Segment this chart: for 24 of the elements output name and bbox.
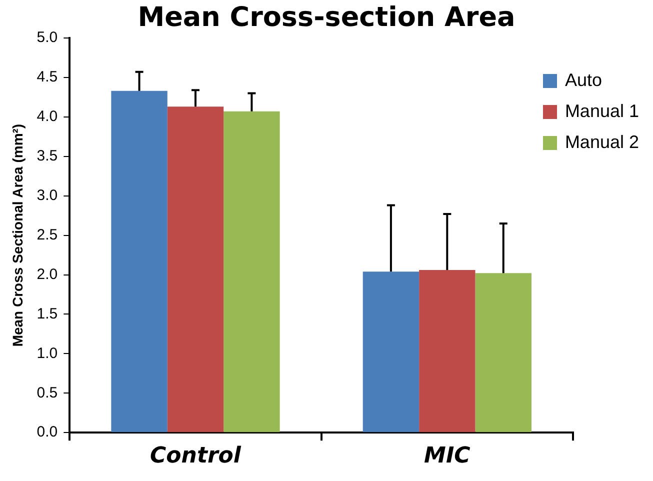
y-tick-label: 4.0 (36, 108, 58, 126)
y-tick-label: 1.0 (36, 344, 58, 362)
bar (111, 90, 168, 432)
x-tick-label: Control (150, 444, 242, 469)
y-tick-label: 2.5 (36, 226, 58, 244)
y-tick-label: 2.0 (36, 266, 58, 283)
y-axis-title: Mean Cross Sectional Area (mm²) (9, 124, 26, 347)
y-tick-label: 3.5 (36, 148, 58, 165)
y-tick-label: 4.5 (36, 68, 58, 86)
y-tick-label: 1.5 (36, 305, 58, 322)
legend-label: Auto (564, 70, 602, 91)
y-tick-label: 0.5 (36, 384, 58, 402)
y-tick-label: 0.0 (36, 424, 58, 441)
bar (362, 272, 420, 432)
x-tick-label: MIC (424, 444, 470, 469)
legend-label: Manual 1 (564, 101, 639, 122)
bar (224, 111, 280, 432)
y-tick-label: 5.0 (36, 29, 58, 46)
y-tick-label: 3.0 (36, 186, 58, 204)
bar (475, 273, 532, 432)
bar (167, 106, 224, 432)
bar (419, 270, 476, 432)
legend-label: Manual 2 (564, 132, 639, 153)
chart-title: Mean Cross-section Area (138, 2, 516, 33)
